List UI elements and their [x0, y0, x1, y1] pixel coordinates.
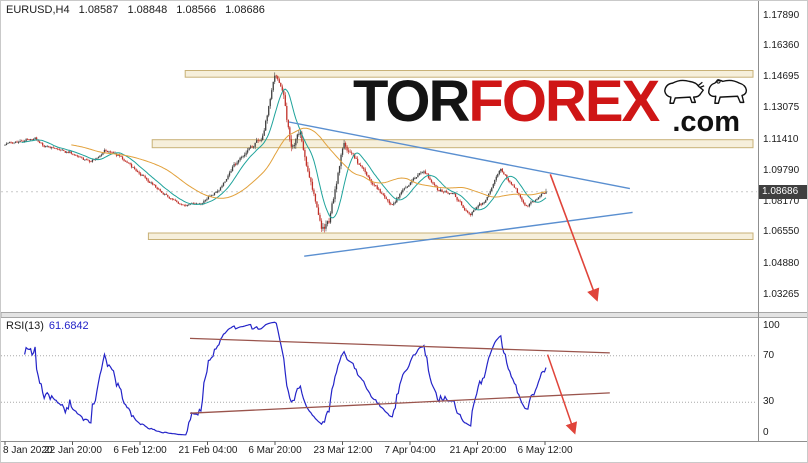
- logo-text-forex: FOREX: [468, 69, 660, 134]
- ohlc-high: 1.08848: [127, 4, 168, 16]
- logo-text-tor: TOR: [353, 69, 470, 134]
- time-axis-label: 6 May 12:00: [517, 445, 573, 456]
- rsi-indicator-header: RSI(13) 61.6842: [6, 320, 89, 332]
- rsi-axis-label: 30: [763, 396, 775, 407]
- rsi-name: RSI(13): [6, 320, 44, 332]
- price-axis-label: 1.08170: [763, 196, 800, 207]
- price-axis-label: 1.17890: [763, 10, 800, 21]
- ohlc-close: 1.08686: [225, 4, 265, 16]
- torforex-logo: TOR FOREX .com: [353, 73, 749, 137]
- time-axis-label: 7 Apr 04:00: [384, 445, 436, 456]
- time-axis-label: 6 Feb 12:00: [113, 445, 167, 456]
- rsi-axis[interactable]: 100 70 30 0: [759, 318, 807, 440]
- time-axis[interactable]: 8 Jan 2020 22 Jan 20:00 6 Feb 12:00 21 Feb …: [1, 444, 807, 462]
- current-price-badge: 1.08686: [759, 185, 807, 199]
- time-axis-label: 21 Apr 20:00: [449, 445, 507, 456]
- rsi-axis-label: 70: [763, 350, 775, 361]
- logo-right-block: .com: [663, 75, 749, 137]
- rsi-axis-label: 100: [763, 320, 780, 331]
- price-axis[interactable]: 1.17890 1.16360 1.14695 1.13075 1.11410 1.097…: [759, 1, 807, 313]
- logo-animals: [663, 75, 749, 107]
- price-axis-label: 1.04880: [763, 258, 800, 269]
- bull-icon: [664, 79, 705, 104]
- price-axis-label: 1.11410: [763, 134, 799, 145]
- time-axis-label: 6 Mar 20:00: [248, 445, 302, 456]
- price-axis-label: 1.14695: [763, 71, 800, 82]
- price-axis-label: 1.03265: [763, 289, 800, 300]
- price-axis-label: 1.06550: [763, 226, 800, 237]
- bear-icon: [708, 79, 748, 104]
- logo-com-text: .com: [672, 106, 741, 138]
- time-axis-label: 21 Feb 04:00: [178, 445, 238, 456]
- time-axis-label: 23 Mar 12:00: [313, 445, 373, 456]
- ohlc-low: 1.08566: [176, 4, 217, 16]
- symbol-ohlc-header: EURUSD,H4 1.08587 1.08848 1.08566 1.0868…: [6, 4, 271, 16]
- price-axis-label: 1.13075: [763, 102, 800, 113]
- price-axis-label: 1.09790: [763, 165, 800, 176]
- time-axis-label: 8 Jan 2020: [3, 445, 53, 456]
- price-axis-label: 1.16360: [763, 40, 800, 51]
- rsi-value: 61.6842: [48, 320, 89, 332]
- symbol-timeframe: EURUSD,H4: [6, 4, 70, 16]
- time-axis-label: 22 Jan 20:00: [44, 445, 102, 456]
- ohlc-open: 1.08587: [78, 4, 119, 16]
- rsi-axis-label: 0: [763, 427, 769, 438]
